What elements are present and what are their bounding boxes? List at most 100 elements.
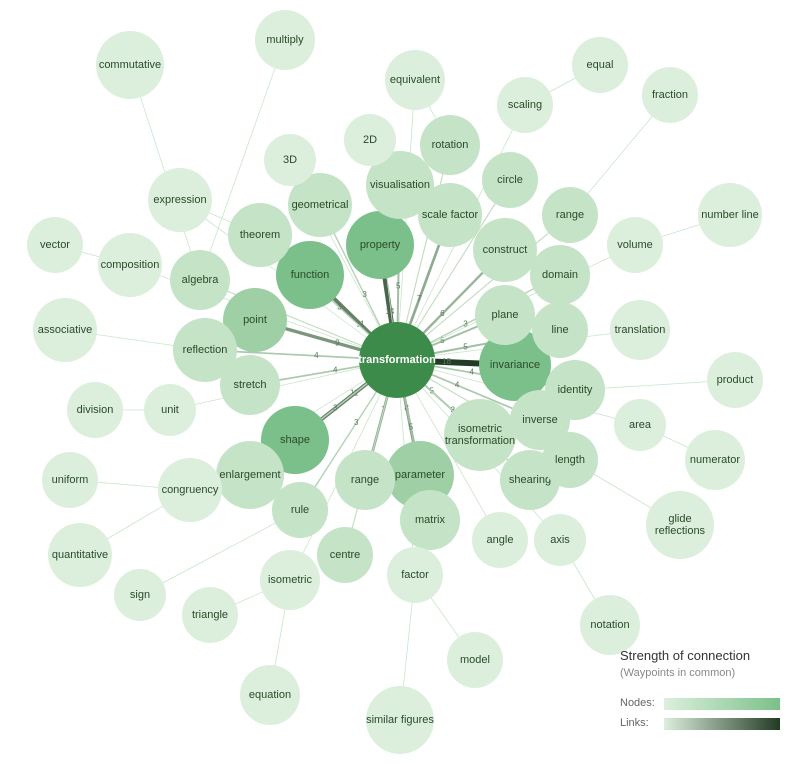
node-circle <box>98 233 162 297</box>
node-circle <box>148 168 212 232</box>
node-circle <box>42 452 98 508</box>
concept-node[interactable]: notation <box>580 595 640 655</box>
node-circle <box>216 441 284 509</box>
concept-node[interactable]: matrix <box>400 490 460 550</box>
concept-node[interactable]: equation <box>240 665 300 725</box>
concept-node[interactable]: multiply <box>255 10 315 70</box>
node-circle <box>447 632 503 688</box>
concept-node[interactable]: area <box>614 399 666 451</box>
node-circle <box>366 686 434 754</box>
concept-node[interactable]: property <box>346 211 414 279</box>
concept-node[interactable]: identity <box>545 360 605 420</box>
concept-node[interactable]: 3D <box>264 134 316 186</box>
node-circle <box>472 512 528 568</box>
concept-node[interactable]: congruency <box>158 458 222 522</box>
edge-weight-label: 3 <box>354 418 359 427</box>
concept-node[interactable]: construct <box>473 218 537 282</box>
concept-node[interactable]: number line <box>698 183 762 247</box>
concept-node[interactable]: algebra <box>170 250 230 310</box>
concept-node[interactable]: product <box>707 352 763 408</box>
node-circle <box>170 250 230 310</box>
concept-node[interactable]: rule <box>272 482 328 538</box>
concept-node[interactable]: sign <box>114 569 166 621</box>
concept-node[interactable]: rotation <box>420 115 480 175</box>
concept-node[interactable]: angle <box>472 512 528 568</box>
node-circle <box>182 587 238 643</box>
concept-node[interactable]: fraction <box>642 67 698 123</box>
concept-node[interactable]: glidereflections <box>646 491 714 559</box>
concept-node[interactable]: isometrictransformation <box>444 399 516 471</box>
concept-node[interactable]: isometric <box>260 550 320 610</box>
node-circle <box>255 10 315 70</box>
node-circle <box>48 523 112 587</box>
node-circle <box>530 245 590 305</box>
node-circle <box>607 217 663 273</box>
legend-nodes-swatch <box>664 698 780 710</box>
node-circle <box>344 114 396 166</box>
concept-node[interactable]: line <box>532 302 588 358</box>
edge-weight-label: 4 <box>314 351 319 360</box>
node-circle <box>482 152 538 208</box>
nodes-layer: invariancepropertyfunctionshapepointpara… <box>27 10 763 754</box>
node-circle <box>420 115 480 175</box>
node-circle <box>685 430 745 490</box>
node-circle <box>614 399 666 451</box>
concept-node[interactable]: range <box>542 187 598 243</box>
node-circle <box>96 31 164 99</box>
node-circle <box>240 665 300 725</box>
concept-node[interactable]: similar figures <box>366 686 434 754</box>
concept-node[interactable]: equivalent <box>385 50 445 110</box>
concept-node[interactable]: volume <box>607 217 663 273</box>
concept-node[interactable]: uniform <box>42 452 98 508</box>
node-circle <box>542 432 598 488</box>
concept-node[interactable]: length <box>542 432 598 488</box>
node-circle <box>707 352 763 408</box>
edge-weight-label: 4 <box>470 368 475 377</box>
node-circle <box>27 217 83 273</box>
concept-node[interactable]: numerator <box>685 430 745 490</box>
concept-node[interactable]: 2D <box>344 114 396 166</box>
concept-node[interactable]: expression <box>148 168 212 232</box>
concept-node[interactable]: circle <box>482 152 538 208</box>
concept-node[interactable]: composition <box>98 233 162 297</box>
concept-node[interactable]: commutative <box>96 31 164 99</box>
node-circle <box>542 187 598 243</box>
node-circle <box>475 285 535 345</box>
concept-node[interactable]: quantitative <box>48 523 112 587</box>
concept-node[interactable]: axis <box>534 514 586 566</box>
concept-node[interactable]: equal <box>572 37 628 93</box>
concept-node[interactable]: triangle <box>182 587 238 643</box>
node-circle <box>346 211 414 279</box>
node-circle <box>473 218 537 282</box>
concept-node[interactable]: scaling <box>497 77 553 133</box>
concept-node[interactable]: range <box>335 450 395 510</box>
concept-node[interactable]: unit <box>144 384 196 436</box>
concept-node[interactable]: plane <box>475 285 535 345</box>
edge-weight-label: 3 <box>337 303 342 312</box>
concept-node[interactable]: theorem <box>228 203 292 267</box>
concept-node[interactable]: domain <box>530 245 590 305</box>
legend-subtitle: (Waypoints in common) <box>620 667 735 679</box>
legend: Strength of connection (Waypoints in comm… <box>620 648 780 730</box>
node-circle <box>444 399 516 471</box>
node-circle <box>264 134 316 186</box>
concept-node[interactable]: enlargement <box>216 441 284 509</box>
edge-weight-label: 5 <box>463 343 468 352</box>
node-circle <box>400 490 460 550</box>
concept-node[interactable]: factor <box>387 547 443 603</box>
node-circle <box>572 37 628 93</box>
node-circle <box>335 450 395 510</box>
node-circle <box>317 527 373 583</box>
edge-weight-label: 14 <box>385 307 394 316</box>
concept-node[interactable]: translation <box>610 300 670 360</box>
concept-node[interactable]: vector <box>27 217 83 273</box>
node-label: transformation <box>358 354 436 366</box>
edge-weight-label: 5 <box>396 282 401 291</box>
concept-node[interactable]: division <box>67 382 123 438</box>
concept-node[interactable]: stretch <box>220 355 280 415</box>
legend-title: Strength of connection <box>620 648 750 663</box>
node-circle <box>642 67 698 123</box>
concept-node[interactable]: centre <box>317 527 373 583</box>
concept-node[interactable]: model <box>447 632 503 688</box>
concept-node[interactable]: associative <box>33 298 97 362</box>
